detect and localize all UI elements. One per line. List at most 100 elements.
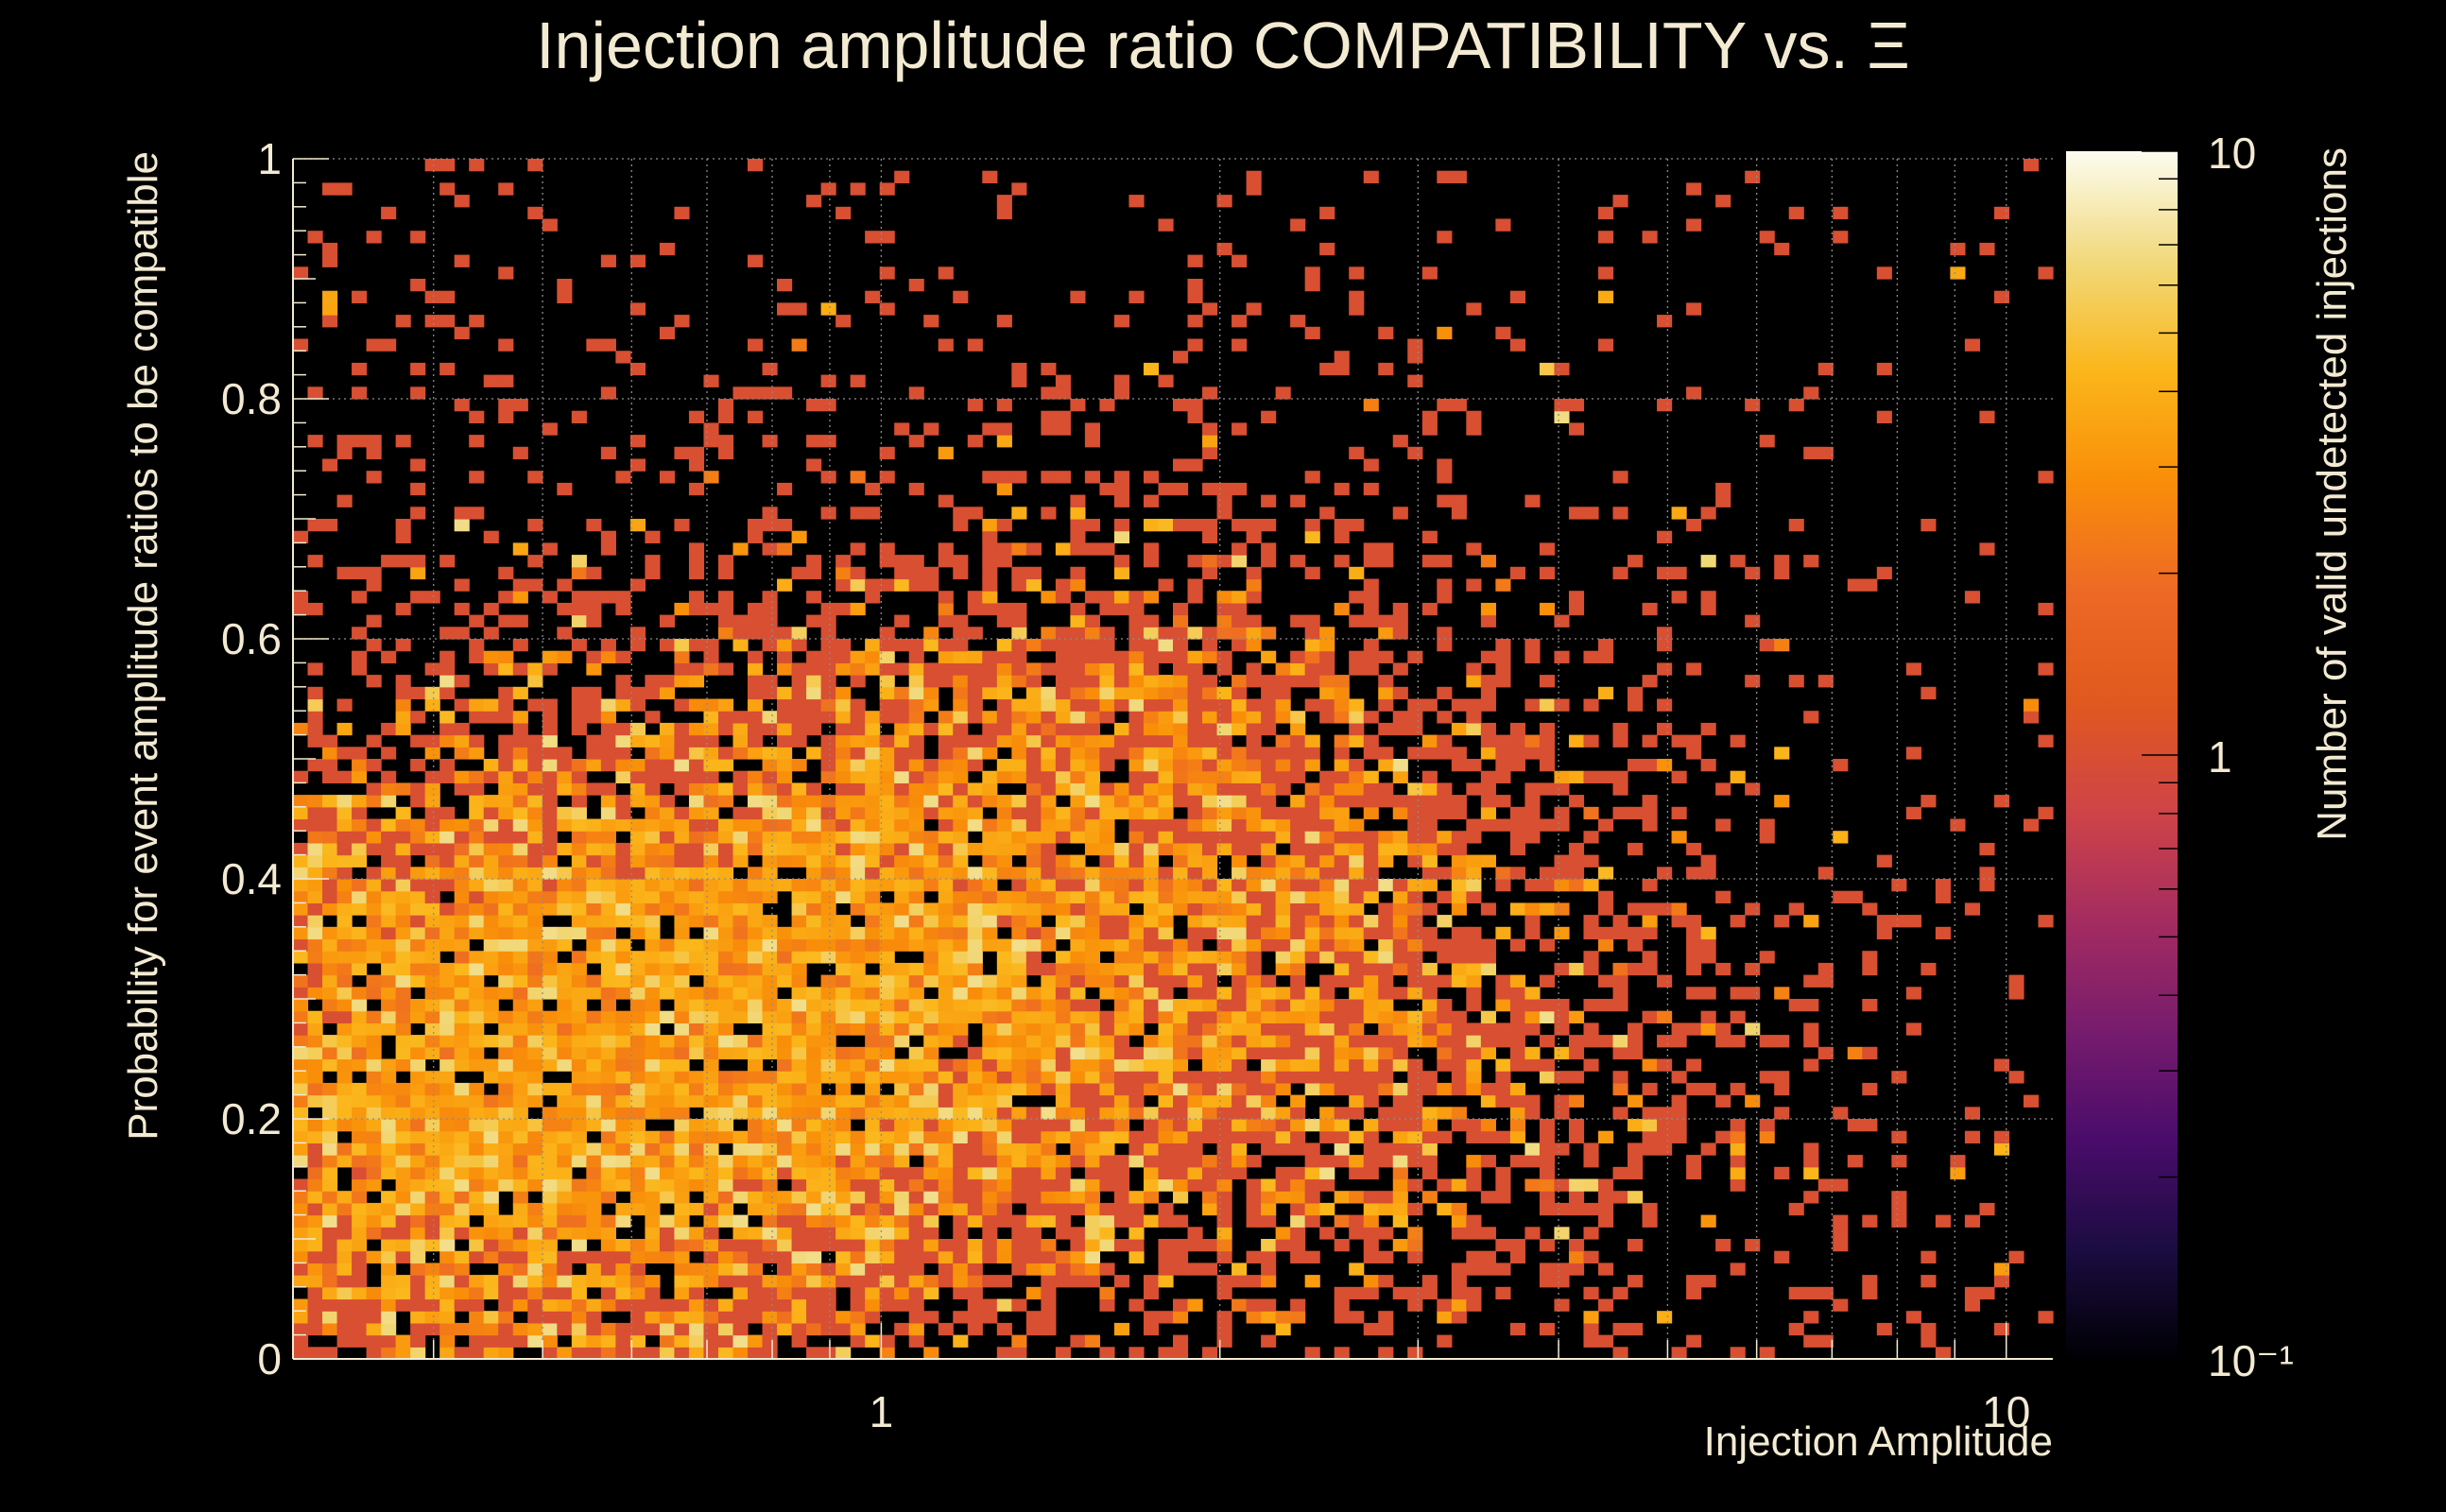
heatmap-cell bbox=[996, 686, 1012, 700]
heatmap-cell bbox=[894, 1022, 910, 1036]
heatmap-cell bbox=[307, 818, 323, 832]
heatmap-cell bbox=[1437, 399, 1453, 412]
heatmap-cell bbox=[1290, 867, 1306, 880]
heatmap-cell bbox=[835, 747, 852, 760]
heatmap-cell bbox=[1232, 974, 1248, 988]
heatmap-cell bbox=[1334, 831, 1350, 844]
heatmap-cell bbox=[293, 890, 309, 903]
heatmap-cell bbox=[938, 602, 954, 616]
heatmap-cell bbox=[674, 806, 690, 820]
heatmap-cell bbox=[717, 999, 734, 1012]
heatmap-cell bbox=[322, 1263, 338, 1276]
heatmap-cell bbox=[336, 854, 353, 868]
heatmap-cell bbox=[527, 770, 543, 783]
heatmap-cell bbox=[1524, 1058, 1541, 1072]
heatmap-cell bbox=[1261, 818, 1277, 832]
heatmap-cell bbox=[996, 890, 1012, 903]
heatmap-cell bbox=[1261, 542, 1277, 556]
heatmap-cell bbox=[615, 1010, 631, 1023]
heatmap-cell bbox=[615, 591, 631, 604]
heatmap-cell bbox=[542, 926, 558, 940]
heatmap-cell bbox=[1509, 938, 1525, 952]
heatmap-cell bbox=[688, 555, 705, 568]
heatmap-cell bbox=[381, 1298, 397, 1312]
heatmap-cell bbox=[1392, 1035, 1408, 1048]
heatmap-cell bbox=[732, 1107, 749, 1120]
heatmap-cell bbox=[1113, 1214, 1130, 1228]
heatmap-cell bbox=[307, 1035, 323, 1048]
heatmap-cell bbox=[615, 974, 631, 988]
heatmap-cell bbox=[615, 902, 631, 916]
heatmap-cell bbox=[542, 1143, 558, 1156]
heatmap-cell bbox=[1715, 1239, 1731, 1252]
heatmap-cell bbox=[953, 818, 969, 832]
heatmap-cell bbox=[1158, 482, 1174, 496]
heatmap-cell bbox=[1143, 686, 1160, 700]
heatmap-cell bbox=[1730, 1119, 1746, 1132]
heatmap-cell bbox=[1466, 1227, 1482, 1240]
heatmap-cell bbox=[542, 1046, 558, 1060]
heatmap-cell bbox=[1290, 1046, 1306, 1060]
heatmap-cell bbox=[322, 1094, 338, 1108]
heatmap-cell bbox=[1216, 1250, 1232, 1263]
heatmap-cell bbox=[1158, 1143, 1174, 1156]
heatmap-cell bbox=[717, 1022, 734, 1036]
heatmap-cell bbox=[1319, 854, 1335, 868]
heatmap-cell bbox=[762, 1250, 778, 1263]
heatmap-cell bbox=[527, 926, 543, 940]
heatmap-cell bbox=[586, 1107, 602, 1120]
heatmap-cell bbox=[469, 1022, 485, 1036]
heatmap-cell bbox=[1143, 1191, 1160, 1204]
heatmap-cell bbox=[1466, 1298, 1482, 1312]
heatmap-cell bbox=[1187, 915, 1203, 928]
heatmap-cell bbox=[1128, 879, 1145, 892]
heatmap-cell bbox=[469, 1239, 485, 1252]
heatmap-cell bbox=[512, 879, 528, 892]
heatmap-cell bbox=[1202, 1010, 1218, 1023]
heatmap-cell bbox=[366, 987, 382, 1000]
heatmap-cell bbox=[454, 962, 470, 976]
heatmap-cell bbox=[806, 662, 822, 676]
heatmap-cell bbox=[1509, 842, 1525, 856]
heatmap-cell bbox=[791, 675, 807, 688]
heatmap-cell bbox=[1113, 1130, 1130, 1143]
heatmap-cell bbox=[1657, 627, 1673, 640]
heatmap-cell bbox=[381, 1311, 397, 1324]
heatmap-cell bbox=[953, 999, 969, 1012]
heatmap-cell bbox=[1099, 542, 1115, 556]
heatmap-cell bbox=[1421, 795, 1438, 808]
heatmap-cell bbox=[352, 1191, 368, 1204]
heatmap-cell bbox=[835, 1311, 852, 1324]
heatmap-cell bbox=[1290, 938, 1306, 952]
heatmap-cell bbox=[1084, 1022, 1101, 1036]
heatmap-cell bbox=[307, 1022, 323, 1036]
heatmap-cell bbox=[1437, 494, 1453, 507]
heatmap-cell bbox=[1187, 290, 1203, 303]
heatmap-cell bbox=[542, 890, 558, 903]
heatmap-cell bbox=[629, 770, 646, 783]
heatmap-cell bbox=[1055, 951, 1071, 964]
heatmap-cell bbox=[894, 1239, 910, 1252]
heatmap-cell bbox=[1628, 842, 1644, 856]
heatmap-cell bbox=[498, 1263, 514, 1276]
heatmap-cell bbox=[732, 627, 749, 640]
heatmap-cell bbox=[1686, 1022, 1702, 1036]
heatmap-cell bbox=[557, 290, 573, 303]
heatmap-cell bbox=[1642, 1143, 1658, 1156]
heatmap-cell bbox=[850, 1046, 866, 1060]
heatmap-cell bbox=[322, 1119, 338, 1132]
heatmap-cell bbox=[938, 1250, 954, 1263]
heatmap-cell bbox=[1612, 1322, 1628, 1336]
heatmap-cell bbox=[1334, 602, 1350, 616]
heatmap-cell bbox=[1304, 818, 1320, 832]
heatmap-cell bbox=[1261, 1202, 1277, 1216]
heatmap-cell bbox=[352, 1130, 368, 1143]
heatmap-cell bbox=[894, 1214, 910, 1228]
heatmap-cell bbox=[1232, 831, 1248, 844]
heatmap-cell bbox=[1290, 1058, 1306, 1072]
heatmap-cell bbox=[777, 1130, 793, 1143]
heatmap-cell bbox=[717, 1082, 734, 1096]
heatmap-cell bbox=[629, 1094, 646, 1108]
heatmap-cell bbox=[717, 446, 734, 460]
heatmap-cell bbox=[322, 458, 338, 472]
